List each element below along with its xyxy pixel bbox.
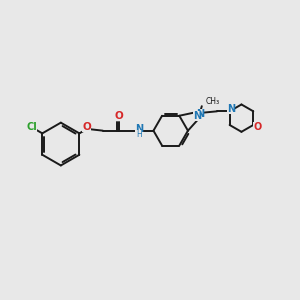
Text: O: O xyxy=(115,111,124,121)
Text: H: H xyxy=(136,130,142,139)
Text: O: O xyxy=(253,122,262,132)
Text: Cl: Cl xyxy=(27,122,38,132)
Text: N: N xyxy=(196,109,204,119)
Text: N: N xyxy=(135,124,143,134)
Text: O: O xyxy=(82,122,91,132)
Text: CH₃: CH₃ xyxy=(206,97,220,106)
Text: N: N xyxy=(193,111,201,121)
Text: N: N xyxy=(227,104,236,114)
